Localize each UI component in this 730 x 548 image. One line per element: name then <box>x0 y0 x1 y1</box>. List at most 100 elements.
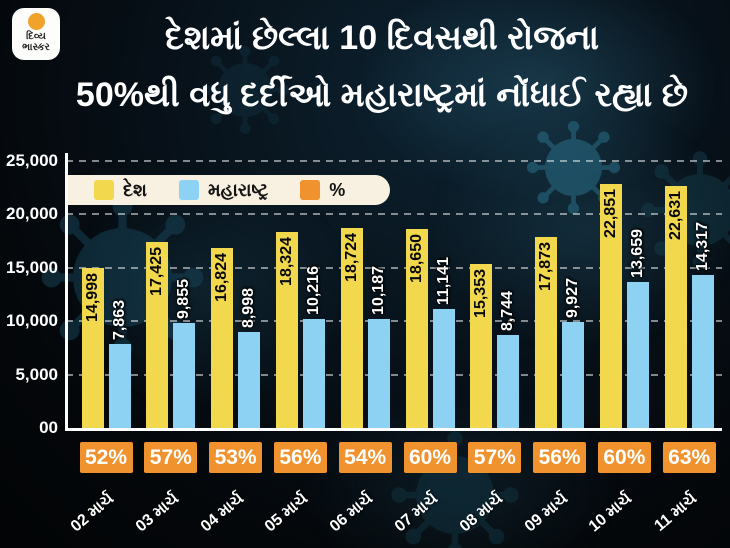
maharashtra-value: 14,317 <box>693 222 711 272</box>
legend-swatch <box>300 180 321 200</box>
percent-value: 60% <box>408 445 452 469</box>
bar-value-label: 11,141 <box>433 257 455 305</box>
bar-country <box>599 183 622 428</box>
bar-value-label: 10,187 <box>368 266 390 315</box>
bar-maharashtra <box>173 322 196 428</box>
title-line-1: દેશમાં છેલ્લા 10 દિવસથી રોજના <box>164 19 600 57</box>
percent-value: 60% <box>603 445 646 469</box>
bar-value-label: 17,425 <box>146 247 168 296</box>
bar-country <box>275 232 298 428</box>
bar-maharashtra <box>238 331 261 428</box>
maharashtra-value: 7,863 <box>110 300 128 341</box>
logo-text-line2: ભાસ્કર <box>22 42 50 53</box>
country-value: 22,631 <box>666 191 684 241</box>
country-value: 17,873 <box>537 242 555 292</box>
x-axis-line <box>65 428 722 431</box>
bar-maharashtra <box>367 319 390 428</box>
logo-sun-icon <box>27 13 45 30</box>
legend-item: % <box>300 180 345 201</box>
y-tick-label: 00 <box>39 418 58 437</box>
bar-value-label: 10,216 <box>303 266 325 315</box>
percent-badge: 57% <box>468 442 522 473</box>
percent-badge: 57% <box>144 442 198 473</box>
logo-text-line1: દિવ્ય <box>26 31 46 42</box>
maharashtra-value: 10,187 <box>369 266 387 316</box>
percent-badge: 63% <box>662 442 716 473</box>
title-line-2: 50%થી વધુ દર્દીઓ મહારાષ્ટ્રમાં નોંધાઈ રહ… <box>75 76 689 114</box>
bar-country <box>535 237 558 428</box>
divya-bhaskar-logo: દિવ્ય ભાસ્કર <box>12 8 60 60</box>
bar-value-label: 14,998 <box>82 273 104 322</box>
gridline <box>66 373 722 376</box>
bar-value-label: 9,927 <box>562 278 584 318</box>
legend-label: મહારાષ્ટ્ર <box>207 179 269 200</box>
country-value: 14,998 <box>83 272 101 322</box>
bar-country <box>470 264 493 428</box>
percent-badge: 60% <box>403 442 457 473</box>
bar-value-label: 9,855 <box>173 279 195 319</box>
maharashtra-value: 8,998 <box>240 287 258 328</box>
bar-value-label: 8,998 <box>238 288 260 328</box>
legend-item: દેશ <box>94 180 147 201</box>
bar-country <box>405 228 428 428</box>
bar-maharashtra <box>497 334 520 428</box>
bar-value-label: 22,631 <box>665 191 687 240</box>
bar-maharashtra <box>626 282 649 428</box>
y-tick-label: 25,000 <box>6 151 58 170</box>
bar-value-label: 22,851 <box>600 189 622 238</box>
percent-value: 57% <box>149 445 192 469</box>
country-value: 22,851 <box>601 188 619 238</box>
legend-label: % <box>329 179 346 200</box>
legend-label: દેશ <box>123 179 147 200</box>
gridline <box>66 160 722 162</box>
chart-legend: દેશ મહારાષ્ટ્ર% <box>68 175 390 205</box>
percent-badge: 53% <box>209 442 263 473</box>
y-axis-line <box>65 153 68 431</box>
bar-maharashtra <box>691 275 714 428</box>
percent-badge: 54% <box>338 442 392 473</box>
bar-country <box>211 248 234 428</box>
y-tick-label: 10,000 <box>6 311 58 331</box>
gridline <box>66 320 722 323</box>
country-value: 18,650 <box>407 233 425 283</box>
bar-value-label: 14,317 <box>692 222 714 271</box>
percent-value: 53% <box>214 445 257 469</box>
bar-value-label: 18,324 <box>276 237 298 286</box>
bar-value-label: 17,873 <box>535 242 557 291</box>
percent-badge: 60% <box>597 442 651 473</box>
y-tick-label: 5,000 <box>15 364 58 384</box>
maharashtra-value: 10,216 <box>304 265 322 315</box>
x-axis-label: 02 માર્ચ <box>67 490 118 536</box>
bar-maharashtra <box>562 321 585 428</box>
percent-badge: 52% <box>79 442 133 473</box>
y-tick-label: 20,000 <box>6 204 58 224</box>
percent-value: 57% <box>473 445 516 469</box>
percent-badge: 56% <box>273 442 327 473</box>
bar-value-label: 18,724 <box>341 233 363 282</box>
bar-maharashtra <box>432 309 455 428</box>
country-value: 16,824 <box>213 253 231 303</box>
bar-maharashtra <box>108 344 131 428</box>
maharashtra-value: 9,855 <box>175 278 193 319</box>
percent-value: 54% <box>344 445 387 469</box>
bar-value-label: 7,863 <box>109 300 131 340</box>
bar-value-label: 13,659 <box>627 229 649 278</box>
percent-badge: 56% <box>533 442 587 473</box>
bar-value-label: 18,650 <box>406 234 428 283</box>
maharashtra-value: 9,927 <box>564 277 582 319</box>
country-value: 18,324 <box>277 237 295 287</box>
bar-value-label: 16,824 <box>211 253 233 302</box>
percent-value: 56% <box>538 445 581 469</box>
maharashtra-value: 11,141 <box>434 257 452 306</box>
legend-item: મહારાષ્ટ્ર <box>178 179 269 201</box>
bar-value-label: 8,744 <box>497 291 519 331</box>
maharashtra-value: 8,744 <box>499 290 517 331</box>
percent-value: 56% <box>279 445 322 469</box>
chart-title: દેશમાં છેલ્લા 10 દિવસથી રોજના 50%થી વધુ … <box>40 10 724 124</box>
percent-value: 63% <box>668 445 711 469</box>
maharashtra-value: 13,659 <box>628 229 646 279</box>
country-value: 15,353 <box>472 269 490 318</box>
bar-maharashtra <box>302 318 325 428</box>
